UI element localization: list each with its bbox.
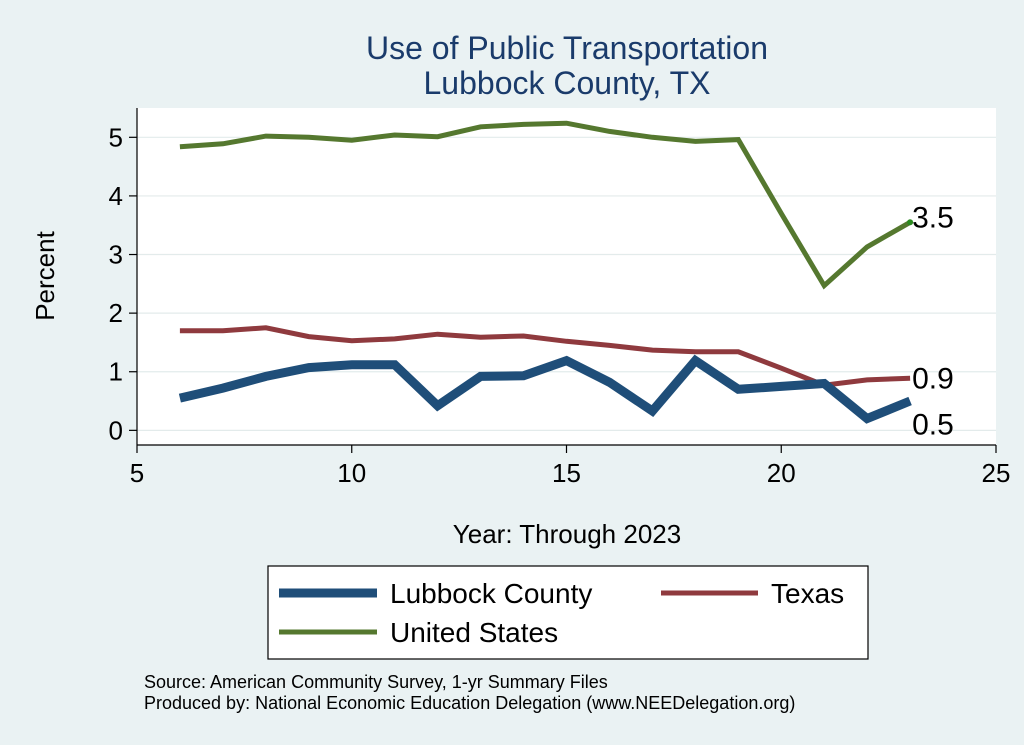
plot-area	[137, 108, 996, 445]
chart-title: Use of Public Transportation	[366, 30, 768, 66]
end-label-united-states: 3.5	[912, 201, 954, 234]
series-line-united-states	[179, 120, 912, 290]
y-tick-label-0: 0	[109, 415, 123, 445]
y-tick-label-1: 1	[109, 357, 123, 387]
end-labels: 0.5 0.9 3.5	[912, 201, 954, 441]
y-tick-label-2: 2	[109, 298, 123, 328]
legend-label-lubbock-county: Lubbock County	[390, 578, 592, 609]
produced-note: Produced by: National Economic Education…	[144, 693, 795, 713]
series-line-lubbock-county	[178, 354, 912, 424]
series-line-texas	[179, 325, 911, 388]
series-lines	[178, 120, 914, 424]
y-tick-label-5: 5	[109, 122, 123, 152]
x-axis-label: Year: Through 2023	[453, 519, 681, 549]
legend-label-united-states: United States	[390, 617, 558, 648]
x-tick-label-1: 10	[337, 458, 366, 488]
y-tick-label-4: 4	[109, 181, 123, 211]
source-note: Source: American Community Survey, 1-yr …	[144, 672, 608, 692]
chart-subtitle: Lubbock County, TX	[424, 65, 711, 101]
x-tick-label-2: 15	[552, 458, 581, 488]
y-ticks: 0 1 2 3 4 5	[109, 122, 137, 445]
end-marker-united-states	[907, 219, 914, 226]
legend: Lubbock County Texas United States	[267, 565, 869, 660]
x-ticks: 5 10 15 20 25	[130, 445, 1011, 488]
y-axis-label: Percent	[30, 230, 60, 320]
end-label-texas: 0.9	[912, 363, 954, 396]
x-tick-label-3: 20	[767, 458, 796, 488]
legend-box	[267, 565, 869, 660]
legend-label-texas: Texas	[771, 578, 844, 609]
x-tick-label-0: 5	[130, 458, 144, 488]
end-label-lubbock-county: 0.5	[912, 408, 954, 441]
x-tick-label-4: 25	[982, 458, 1011, 488]
y-tick-label-3: 3	[109, 240, 123, 270]
